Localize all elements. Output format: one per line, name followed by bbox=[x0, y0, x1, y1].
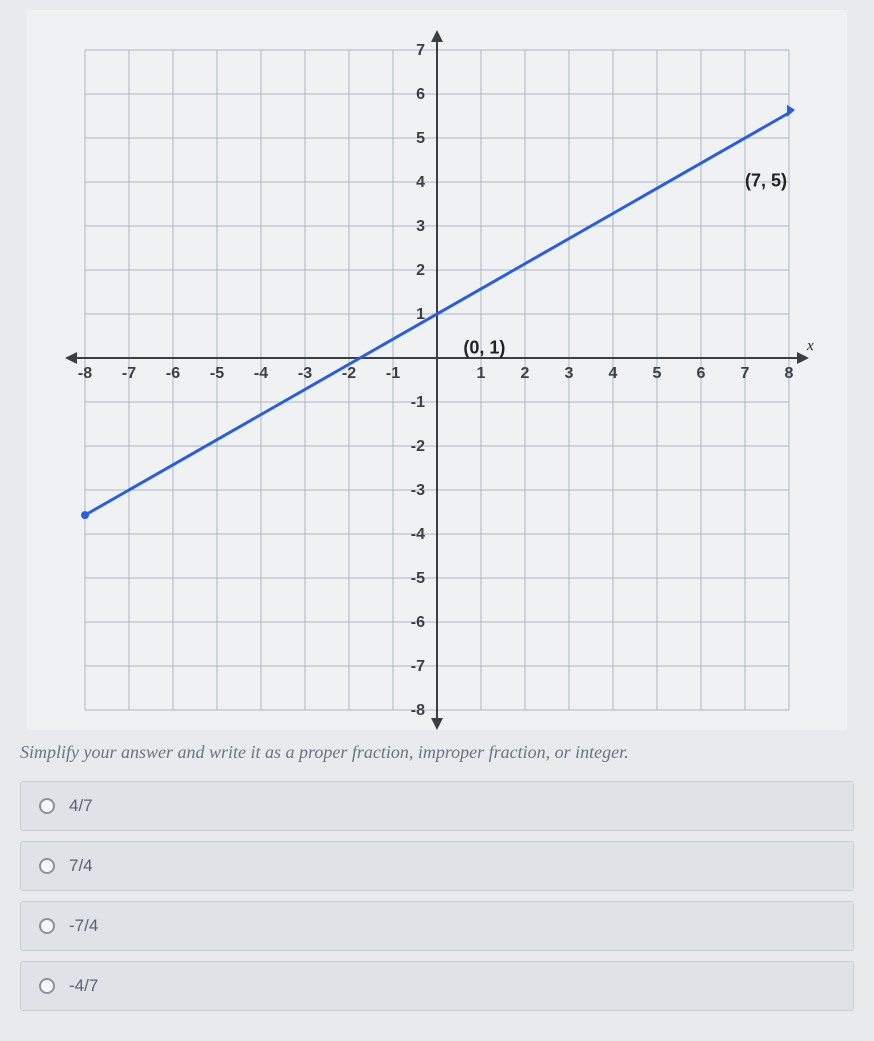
radio-icon bbox=[39, 798, 55, 814]
svg-text:-6: -6 bbox=[166, 365, 180, 382]
svg-text:4: 4 bbox=[609, 365, 618, 382]
radio-icon bbox=[39, 858, 55, 874]
radio-icon bbox=[39, 978, 55, 994]
svg-text:-1: -1 bbox=[386, 365, 400, 382]
svg-text:5: 5 bbox=[416, 130, 425, 147]
svg-text:(0, 1): (0, 1) bbox=[463, 338, 505, 358]
option-c[interactable]: -7/4 bbox=[20, 901, 854, 951]
svg-text:8: 8 bbox=[785, 365, 794, 382]
option-label: -7/4 bbox=[69, 916, 98, 936]
coordinate-graph: -8-7-6-5-4-3-2-112345678-8-7-6-5-4-3-2-1… bbox=[27, 10, 847, 730]
svg-text:4: 4 bbox=[416, 174, 425, 191]
svg-text:-3: -3 bbox=[298, 365, 312, 382]
svg-text:-3: -3 bbox=[411, 482, 425, 499]
svg-text:-1: -1 bbox=[411, 394, 425, 411]
svg-text:-6: -6 bbox=[411, 614, 425, 631]
svg-text:1: 1 bbox=[477, 365, 486, 382]
svg-text:3: 3 bbox=[416, 218, 425, 235]
option-label: 4/7 bbox=[69, 796, 93, 816]
option-a[interactable]: 4/7 bbox=[20, 781, 854, 831]
svg-text:2: 2 bbox=[416, 262, 425, 279]
svg-text:-7: -7 bbox=[122, 365, 136, 382]
option-d[interactable]: -4/7 bbox=[20, 961, 854, 1011]
svg-text:-5: -5 bbox=[210, 365, 224, 382]
svg-text:x: x bbox=[806, 338, 814, 354]
svg-text:7: 7 bbox=[741, 365, 750, 382]
graph-svg: -8-7-6-5-4-3-2-112345678-8-7-6-5-4-3-2-1… bbox=[27, 10, 847, 730]
svg-text:-7: -7 bbox=[411, 658, 425, 675]
svg-text:-4: -4 bbox=[254, 365, 268, 382]
svg-text:3: 3 bbox=[565, 365, 574, 382]
radio-icon bbox=[39, 918, 55, 934]
svg-text:6: 6 bbox=[697, 365, 706, 382]
svg-text:-2: -2 bbox=[411, 438, 425, 455]
svg-text:5: 5 bbox=[653, 365, 662, 382]
answer-options: 4/7 7/4 -7/4 -4/7 bbox=[0, 781, 874, 1041]
svg-text:-8: -8 bbox=[78, 365, 92, 382]
svg-text:2: 2 bbox=[521, 365, 530, 382]
option-b[interactable]: 7/4 bbox=[20, 841, 854, 891]
svg-text:-4: -4 bbox=[411, 526, 425, 543]
svg-text:7: 7 bbox=[416, 42, 425, 59]
svg-text:6: 6 bbox=[416, 86, 425, 103]
svg-text:-8: -8 bbox=[411, 702, 425, 719]
question-prompt: Simplify your answer and write it as a p… bbox=[0, 730, 874, 781]
option-label: 7/4 bbox=[69, 856, 93, 876]
svg-text:-5: -5 bbox=[411, 570, 425, 587]
option-label: -4/7 bbox=[69, 976, 98, 996]
svg-text:(7, 5): (7, 5) bbox=[745, 170, 787, 190]
